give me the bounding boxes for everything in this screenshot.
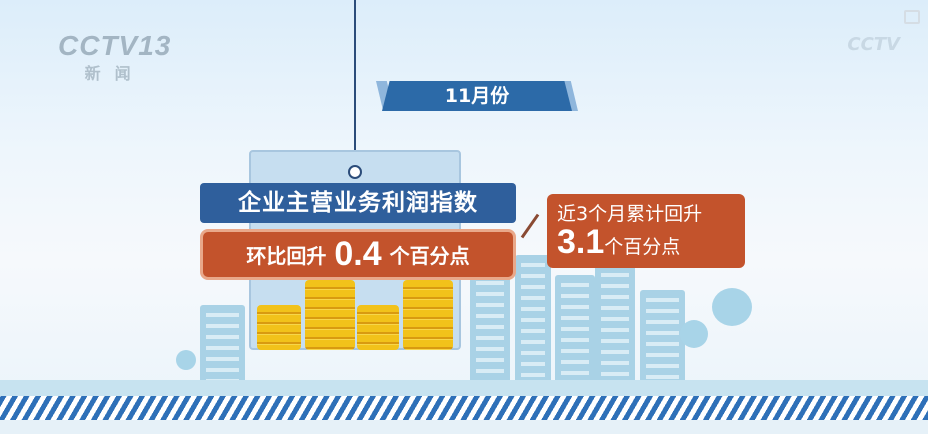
building [595, 265, 635, 385]
bottom-base [0, 420, 928, 434]
hanging-line [354, 0, 356, 166]
building [555, 275, 595, 385]
building [200, 305, 245, 385]
three-month-prefix: 近3个月累计回升 [557, 203, 703, 225]
coin-stack [403, 280, 453, 350]
mom-prefix: 环比回升 [246, 244, 327, 268]
month-banner: 11月份 [382, 81, 572, 111]
building [640, 290, 685, 385]
bottom-stripe-band [0, 396, 928, 420]
hanging-ring [348, 165, 362, 179]
index-title: 企业主营业务利润指数 [200, 183, 516, 223]
cctv-watermark: CCTV [847, 34, 900, 55]
ground [0, 380, 928, 396]
tree [680, 320, 708, 348]
connector-line [520, 213, 540, 239]
building [515, 255, 551, 385]
screen-icon [904, 10, 920, 24]
coin-stack [257, 305, 301, 350]
tree [712, 288, 752, 326]
three-month-value: 3.1 [557, 223, 605, 261]
channel-logo-text: CCTV13 [58, 30, 172, 61]
cctv13-logo: CCTV13 新闻 [58, 30, 171, 84]
mom-suffix: 个百分点 [389, 244, 470, 268]
three-month-suffix: 个百分点 [604, 236, 681, 258]
channel-subtitle: 新闻 [84, 66, 145, 83]
coin-stack [305, 280, 355, 350]
three-month-box: 近3个月累计回升 3.1个百分点 [547, 194, 745, 268]
mom-change-box: 环比回升 0.4 个百分点 [200, 229, 516, 280]
mom-value: 0.4 [334, 235, 382, 273]
coin-stack [357, 305, 399, 350]
tree [176, 350, 196, 370]
